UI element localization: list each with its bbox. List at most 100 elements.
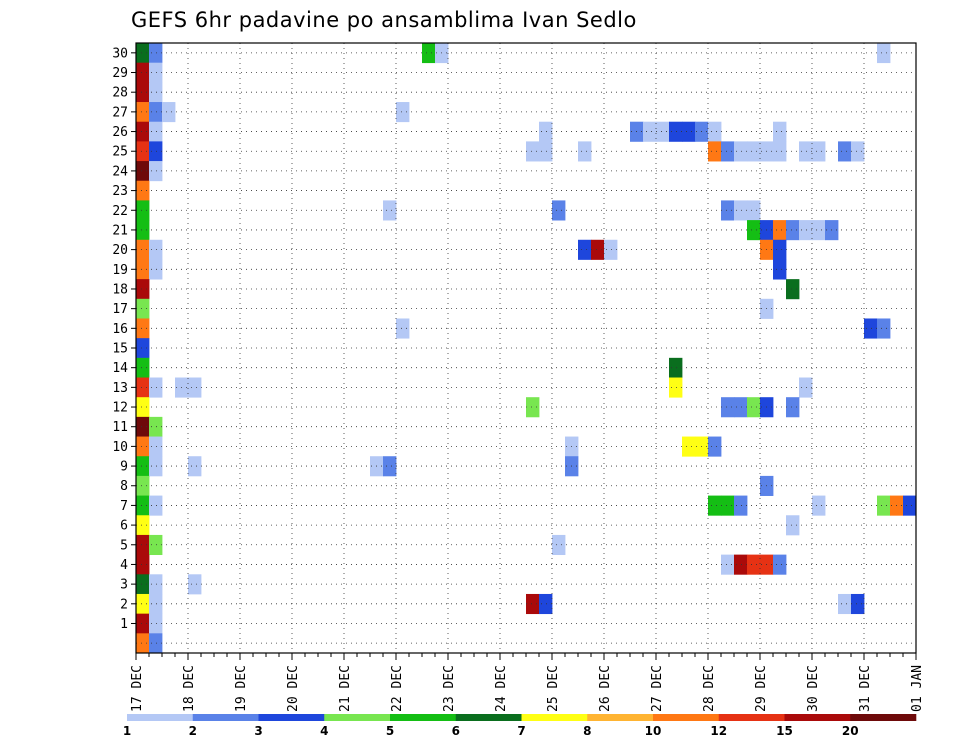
- heatmap-cell: [812, 220, 826, 241]
- heatmap-cell: [149, 102, 163, 123]
- heatmap-cell: [682, 121, 696, 142]
- y-tick-label: 26: [112, 125, 128, 140]
- heatmap-cell: [149, 495, 163, 516]
- y-tick-label: 28: [112, 86, 128, 101]
- heatmap-cell: [864, 318, 878, 339]
- heatmap-cell: [734, 495, 748, 516]
- heatmap-cell: [721, 495, 735, 516]
- heatmap-cell: [578, 141, 592, 162]
- colorbar-label: 10: [645, 724, 662, 738]
- heatmap-cell: [136, 357, 150, 378]
- heatmap-cell: [136, 495, 150, 516]
- heatmap-cell: [526, 593, 540, 615]
- x-tick-label: 26 DEC: [598, 665, 613, 712]
- heatmap-cell: [773, 239, 787, 260]
- colorbar-swatch: [587, 714, 654, 721]
- heatmap-cell: [747, 397, 761, 418]
- heatmap-cell: [734, 141, 748, 162]
- heatmap-cell: [903, 495, 917, 516]
- y-tick-label: 8: [120, 479, 128, 494]
- y-tick-label: 12: [112, 401, 128, 416]
- colorbar-label: 4: [320, 724, 328, 738]
- y-tick-label: 20: [112, 243, 128, 258]
- y-tick-label: 16: [112, 322, 128, 337]
- heatmap-cell: [838, 593, 852, 615]
- colorbar-swatch: [784, 714, 851, 721]
- heatmap-cell: [669, 357, 683, 378]
- colorbar-label: 20: [842, 724, 859, 738]
- heatmap-cell: [773, 220, 787, 241]
- heatmap-cell: [136, 613, 150, 634]
- y-tick-label: 19: [112, 263, 128, 278]
- heatmap-cell: [422, 43, 436, 64]
- heatmap-cell: [721, 200, 735, 221]
- heatmap-cell: [773, 259, 787, 280]
- heatmap-cell: [136, 574, 150, 595]
- heatmap-cell: [669, 377, 683, 398]
- y-tick-label: 23: [112, 184, 128, 199]
- heatmap-cell: [773, 121, 787, 142]
- heatmap-cell: [708, 495, 722, 516]
- heatmap-cell: [136, 180, 150, 201]
- heatmap-cell: [149, 534, 163, 556]
- y-tick-label: 29: [112, 66, 128, 81]
- heatmap-cell: [721, 397, 735, 418]
- colorbar-label: 2: [189, 724, 197, 738]
- heatmap-cell: [136, 298, 150, 319]
- heatmap-cell: [149, 239, 163, 260]
- colorbar-label: 6: [452, 724, 460, 738]
- heatmap-cell: [136, 259, 150, 280]
- heatmap-cell: [136, 239, 150, 260]
- heatmap-cell: [708, 141, 722, 162]
- colorbar-label: 8: [583, 724, 591, 738]
- heatmap-cell: [539, 141, 553, 162]
- y-tick-label: 24: [112, 164, 128, 179]
- heatmap-cell: [383, 200, 397, 221]
- colorbar-swatch: [850, 714, 917, 721]
- heatmap-cell: [721, 141, 735, 162]
- heatmap-cell: [526, 141, 540, 162]
- x-tick-label: 23 DEC: [442, 665, 457, 712]
- x-tick-label: 01 JAN: [910, 665, 925, 712]
- heatmap-cell: [669, 121, 683, 142]
- heatmap-cell: [747, 554, 761, 575]
- heatmap-cell: [149, 377, 163, 398]
- heatmap-cell: [136, 338, 150, 359]
- y-tick-label: 1: [120, 617, 128, 632]
- x-tick-label: 25 DEC: [546, 665, 561, 712]
- heatmap-cell: [786, 220, 800, 241]
- heatmap-cell: [136, 43, 150, 64]
- heatmap-cell: [136, 554, 150, 575]
- heatmap-cell: [149, 161, 163, 182]
- colorbar-label: 12: [710, 724, 727, 738]
- heatmap-cell: [747, 200, 761, 221]
- heatmap-cell: [149, 62, 163, 83]
- x-tick-label: 24 DEC: [494, 665, 509, 712]
- heatmap-cell: [526, 397, 540, 418]
- x-tick-label: 28 DEC: [702, 665, 717, 712]
- heatmap-cell: [643, 121, 657, 142]
- heatmap-cell: [747, 141, 761, 162]
- grid-lines: [136, 43, 917, 653]
- heatmap-cell: [136, 397, 150, 418]
- colorbar-swatch: [521, 714, 588, 721]
- chart-title: GEFS 6hr padavine po ansamblima Ivan Sed…: [131, 8, 637, 32]
- y-tick-label: 17: [112, 302, 128, 317]
- y-tick-label: 13: [112, 381, 128, 396]
- heatmap-cell: [162, 102, 176, 123]
- heatmap-cell: [136, 141, 150, 162]
- heatmap-cell: [136, 534, 150, 556]
- y-tick-label: 18: [112, 282, 128, 297]
- axes: 1234567891011121314151617181920212223242…: [112, 46, 925, 712]
- heatmap-cell: [786, 515, 800, 536]
- colorbar-label: 15: [776, 724, 793, 738]
- colorbar-swatch: [390, 714, 457, 721]
- x-tick-label: 29 DEC: [754, 665, 769, 712]
- heatmap-cell: [136, 456, 150, 477]
- heatmap-cell: [149, 436, 163, 457]
- heatmap-cell: [773, 554, 787, 575]
- heatmap-cell: [877, 318, 891, 339]
- x-tick-label: 30 DEC: [806, 665, 821, 712]
- heatmap-cell: [734, 200, 748, 221]
- colorbar-swatch: [258, 714, 325, 721]
